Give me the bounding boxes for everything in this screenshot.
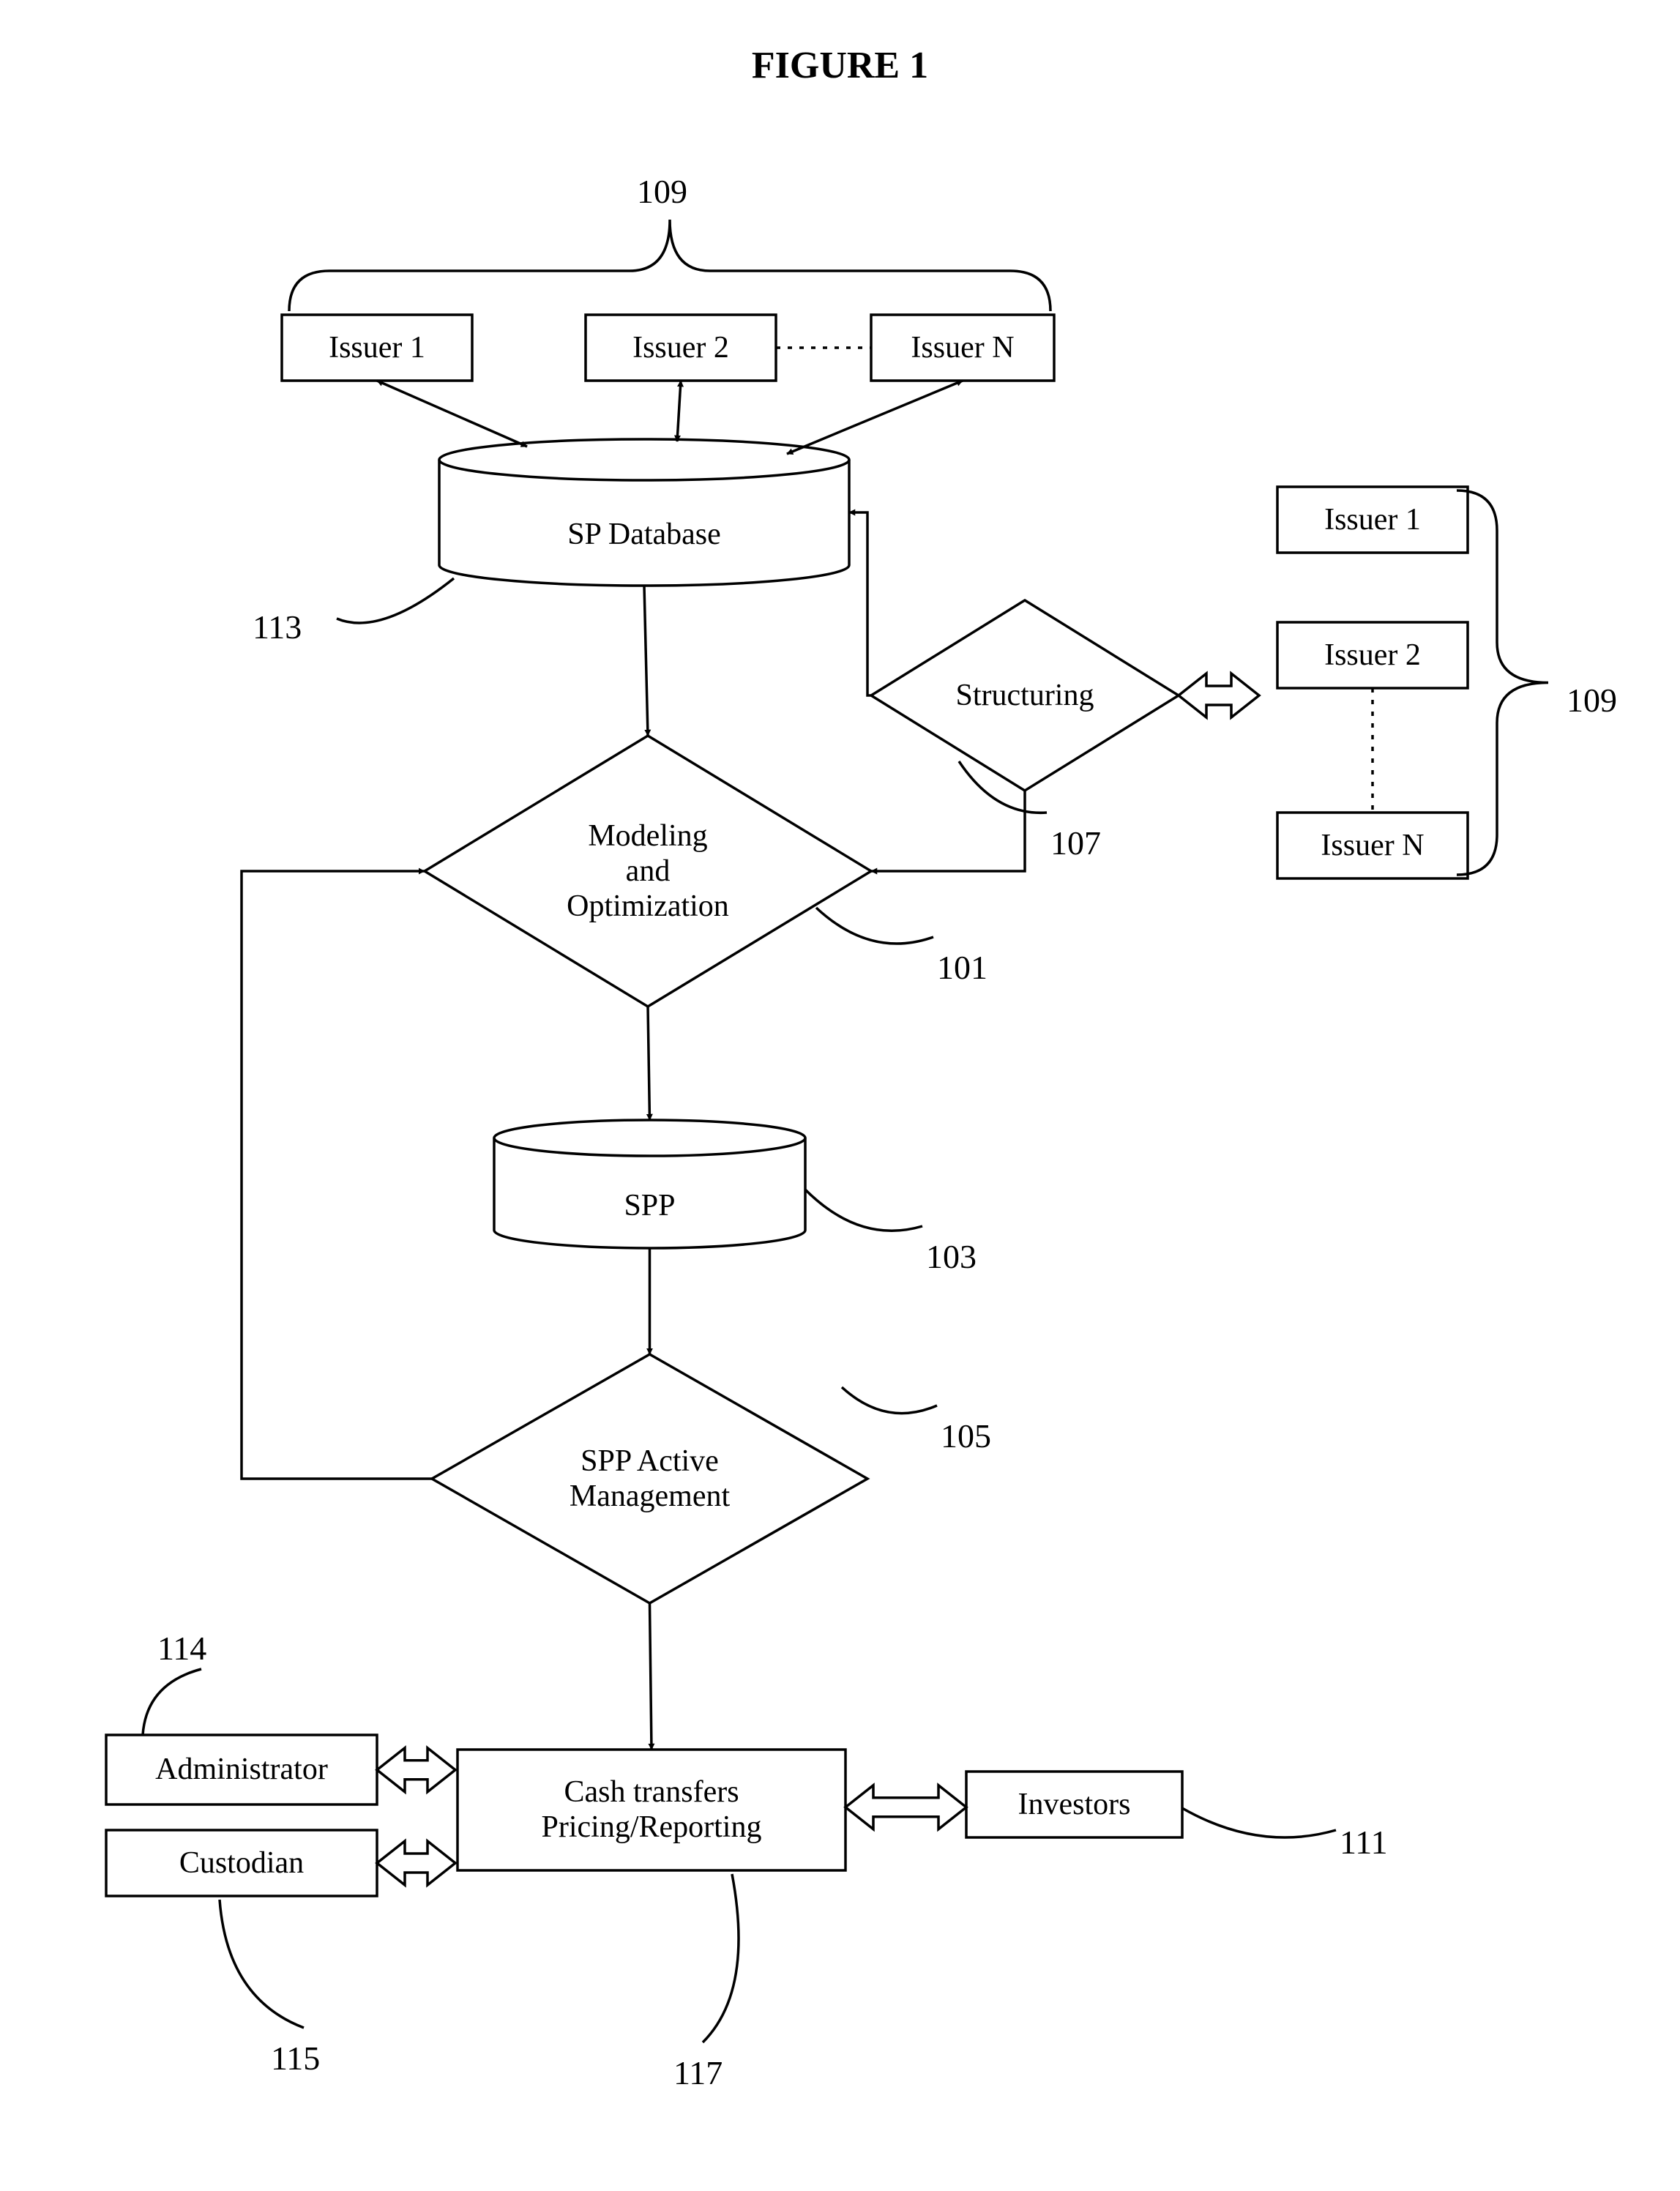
figure-1-diagram: FIGURE 1 Issuer 1Issuer 2Issuer NSP Data…: [0, 0, 1680, 2191]
diagram-canvas: [0, 0, 1680, 2191]
